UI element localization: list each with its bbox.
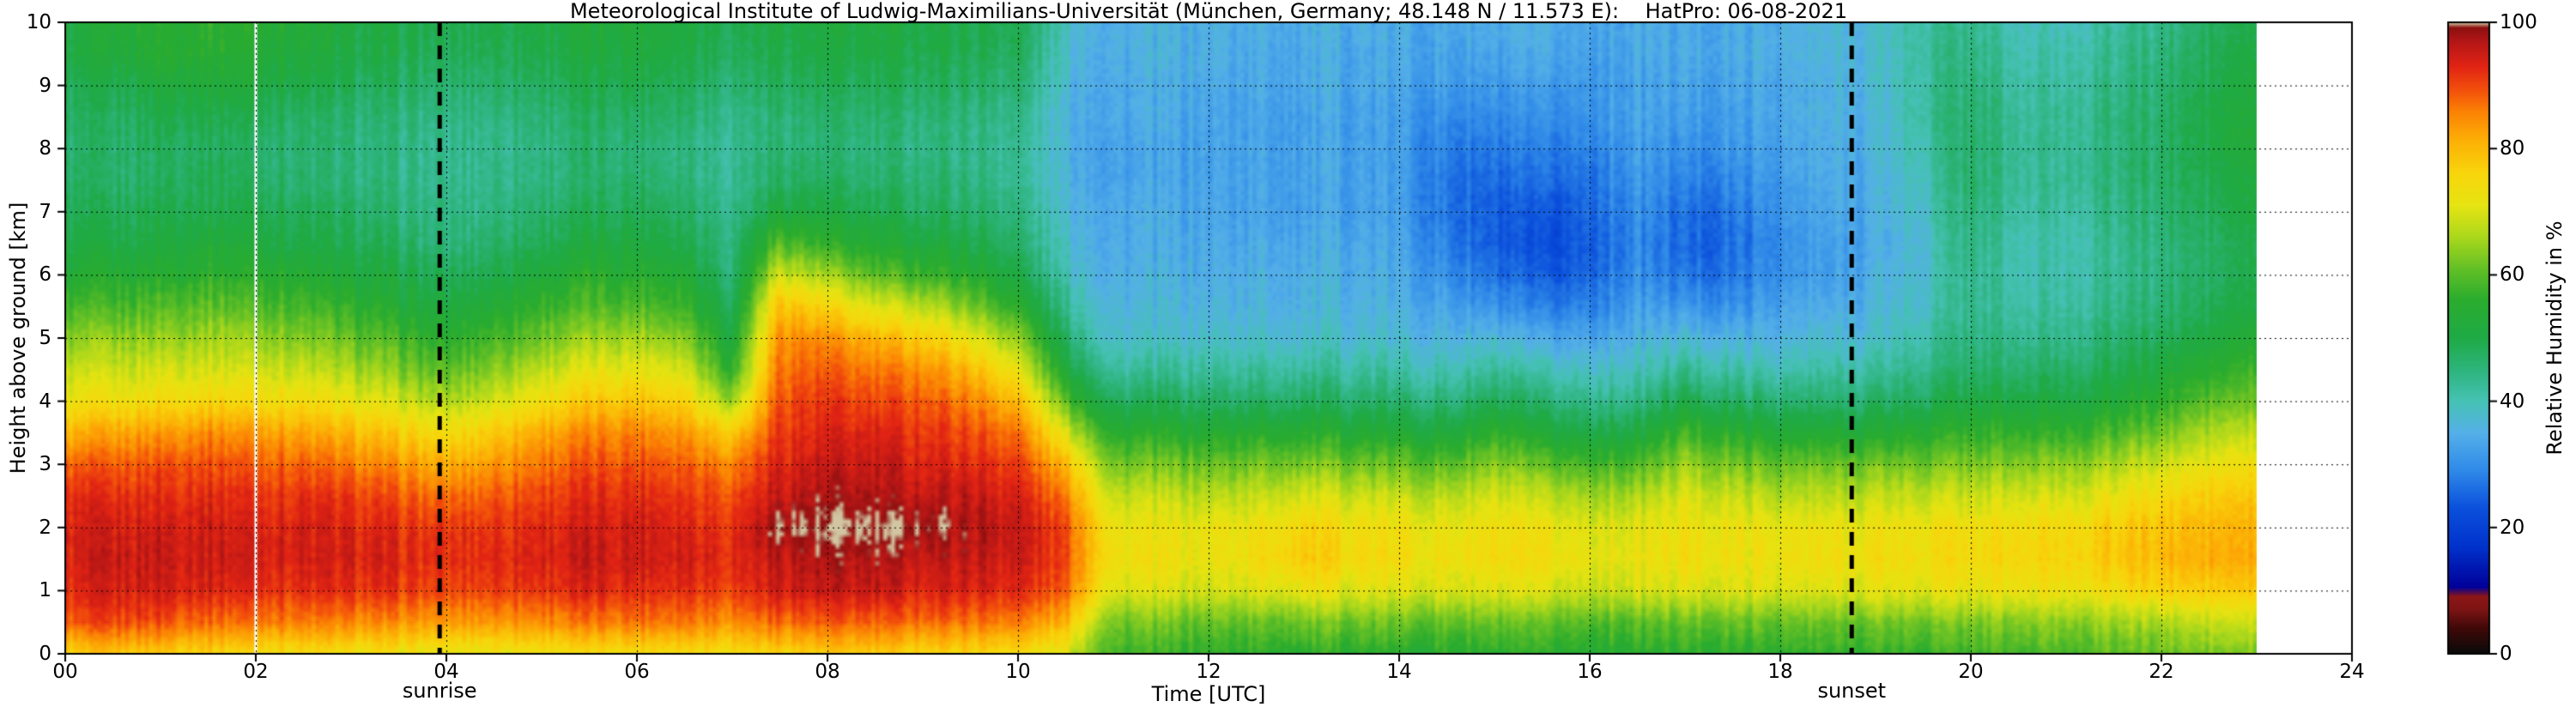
colorbar-tick-label: 100 [2500,11,2537,33]
y-tick-label: 4 [39,390,52,413]
x-tick-label: 08 [815,661,840,683]
y-tick-label: 0 [39,643,52,665]
x-tick-label: 04 [433,661,459,683]
x-tick-label: 06 [624,661,650,683]
y-tick-label: 9 [39,74,52,97]
y-tick-label: 10 [26,11,52,33]
sunset-label: sunset [1817,679,1887,703]
x-tick-label: 10 [1005,661,1031,683]
y-tick-label: 7 [39,200,52,223]
x-tick-label: 22 [2149,661,2174,683]
y-tick-label: 1 [39,579,52,602]
y-tick-label: 2 [39,516,52,539]
y-tick-label: 6 [39,263,52,287]
colorbar-tick-label: 0 [2500,643,2512,665]
chart-title: Meteorological Institute of Ludwig-Maxim… [569,0,1848,23]
y-tick-label: 3 [39,453,52,476]
x-tick-label: 00 [52,661,78,683]
x-axis-label: Time [UTC] [1151,682,1266,706]
sunrise-label: sunrise [402,679,477,703]
x-tick-label: 20 [1958,661,1984,683]
x-tick-label: 14 [1386,661,1412,683]
x-tick-label: 12 [1196,661,1221,683]
x-tick-label: 16 [1577,661,1603,683]
colorbar-tick-label: 60 [2500,263,2525,287]
y-tick-label: 5 [39,327,52,349]
y-tick-label: 8 [39,137,52,160]
x-tick-label: 18 [1767,661,1793,683]
x-tick-label: 24 [2339,661,2365,683]
colorbar-tick-label: 40 [2500,390,2525,413]
colorbar-tick-label: 20 [2500,516,2525,539]
x-tick-label: 02 [243,661,269,683]
colorbar-tick-label: 80 [2500,137,2525,160]
colorbar-label: Relative Humidity in % [2543,221,2567,456]
